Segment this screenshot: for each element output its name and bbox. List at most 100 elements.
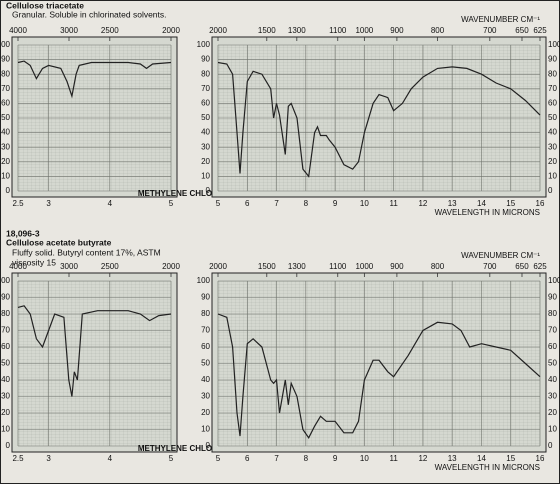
y-tick-label: 70 — [201, 84, 210, 93]
y-tick-label: 0 — [548, 186, 553, 195]
y-tick-label: 20 — [1, 408, 10, 417]
y-tick-label: 100 — [0, 276, 11, 285]
x-tick-label: 7 — [274, 199, 279, 208]
x2-tick-label: 900 — [390, 262, 404, 271]
y-tick-label: 80 — [1, 309, 10, 318]
x-tick-label: 10 — [360, 199, 369, 208]
x2-tick-label: 1500 — [258, 262, 276, 271]
y-tick-label: 10 — [201, 172, 210, 181]
y-tick-label: 90 — [548, 55, 557, 64]
x-tick-label: 13 — [448, 199, 457, 208]
y-tick-label: 50 — [1, 359, 10, 368]
spectrum-curve — [217, 61, 541, 178]
x-tick-label: 5 — [169, 454, 174, 463]
x-axis-label: WAVELENGTH IN MICRONS — [435, 463, 540, 472]
y-tick-label: 90 — [548, 293, 557, 302]
x2-tick-label: 625 — [533, 26, 547, 35]
y-tick-label: 40 — [1, 128, 10, 137]
y-tick-label: 70 — [548, 326, 557, 335]
y-tick-label: 10 — [548, 425, 557, 434]
x2-axis-label: WAVENUMBER CM⁻¹ — [461, 251, 540, 260]
y-tick-label: 0 — [6, 186, 11, 195]
x-tick-label: 16 — [536, 199, 545, 208]
y-tick-label: 10 — [548, 172, 557, 181]
y-tick-label: 50 — [201, 359, 210, 368]
y-tick-label: 20 — [548, 408, 557, 417]
y-tick-label: 90 — [1, 293, 10, 302]
x-tick-label: 10 — [360, 454, 369, 463]
x2-tick-label: 800 — [431, 262, 445, 271]
x-tick-label: 14 — [477, 199, 486, 208]
y-tick-label: 10 — [201, 425, 210, 434]
y-tick-label: 100 — [197, 276, 211, 285]
x-tick-label: 15 — [506, 454, 515, 463]
y-tick-label: 100 — [197, 40, 211, 49]
y-tick-label: 40 — [548, 375, 557, 384]
x2-tick-label: 1000 — [355, 26, 373, 35]
x2-tick-label: 2500 — [101, 26, 119, 35]
y-tick-label: 0 — [206, 441, 211, 450]
y-tick-label: 60 — [201, 342, 210, 351]
y-tick-label: 50 — [548, 359, 557, 368]
x2-tick-label: 1500 — [258, 26, 276, 35]
y-tick-label: 60 — [201, 99, 210, 108]
x2-tick-label: 4000 — [9, 262, 27, 271]
compound-description: viscosity 15 — [12, 257, 56, 267]
y-tick-label: 70 — [1, 84, 10, 93]
x2-axis-label: WAVENUMBER CM⁻¹ — [461, 15, 540, 24]
y-tick-label: 10 — [1, 425, 10, 434]
x-tick-label: 7 — [274, 454, 279, 463]
y-tick-label: 30 — [548, 142, 557, 151]
y-tick-label: 70 — [548, 84, 557, 93]
x2-tick-label: 650 — [515, 262, 529, 271]
x-tick-label: 3 — [46, 454, 51, 463]
y-tick-label: 30 — [548, 392, 557, 401]
x-tick-label: 5 — [216, 199, 221, 208]
x-tick-label: 2.5 — [12, 454, 24, 463]
x2-tick-label: 1300 — [288, 26, 306, 35]
y-tick-label: 70 — [1, 326, 10, 335]
x2-tick-label: 2000 — [209, 262, 227, 271]
x2-tick-label: 3000 — [60, 262, 78, 271]
y-tick-label: 80 — [548, 69, 557, 78]
y-tick-label: 0 — [206, 186, 211, 195]
x-tick-label: 6 — [245, 454, 250, 463]
x-tick-label: 14 — [477, 454, 486, 463]
x-tick-label: 8 — [304, 454, 309, 463]
y-tick-label: 60 — [1, 99, 10, 108]
y-tick-label: 30 — [201, 392, 210, 401]
x2-tick-label: 1000 — [355, 262, 373, 271]
x-tick-label: 4 — [108, 454, 113, 463]
y-tick-label: 40 — [201, 375, 210, 384]
x2-tick-label: 1100 — [329, 262, 347, 271]
x-tick-label: 3 — [46, 199, 51, 208]
y-tick-label: 60 — [1, 342, 10, 351]
compound-description: Granular. Soluble in chlorinated solvent… — [12, 9, 167, 19]
x-tick-label: 5 — [169, 199, 174, 208]
y-tick-label: 90 — [201, 55, 210, 64]
x-tick-label: 15 — [506, 199, 515, 208]
y-tick-label: 30 — [1, 142, 10, 151]
y-tick-label: 60 — [548, 99, 557, 108]
x-tick-label: 4 — [108, 199, 113, 208]
catalog-number: 18,096-3 — [6, 228, 40, 238]
y-tick-label: 40 — [1, 375, 10, 384]
x2-tick-label: 2500 — [101, 262, 119, 271]
x-tick-label: 9 — [333, 199, 338, 208]
x2-tick-label: 2000 — [162, 26, 180, 35]
y-tick-label: 10 — [1, 172, 10, 181]
y-tick-label: 90 — [201, 293, 210, 302]
y-tick-label: 70 — [201, 326, 210, 335]
x-tick-label: 12 — [418, 454, 427, 463]
x2-tick-label: 700 — [483, 26, 497, 35]
film-annotation: METHYLENE CHLORIDE FILM — [138, 189, 253, 198]
y-tick-label: 20 — [201, 408, 210, 417]
x-tick-label: 11 — [389, 199, 398, 208]
x2-tick-label: 4000 — [9, 26, 27, 35]
y-tick-label: 50 — [1, 113, 10, 122]
x2-tick-label: 700 — [483, 262, 497, 271]
film-annotation: METHYLENE CHLORIDE FILM — [138, 444, 253, 453]
x-tick-label: 12 — [418, 199, 427, 208]
x2-tick-label: 1100 — [329, 26, 347, 35]
